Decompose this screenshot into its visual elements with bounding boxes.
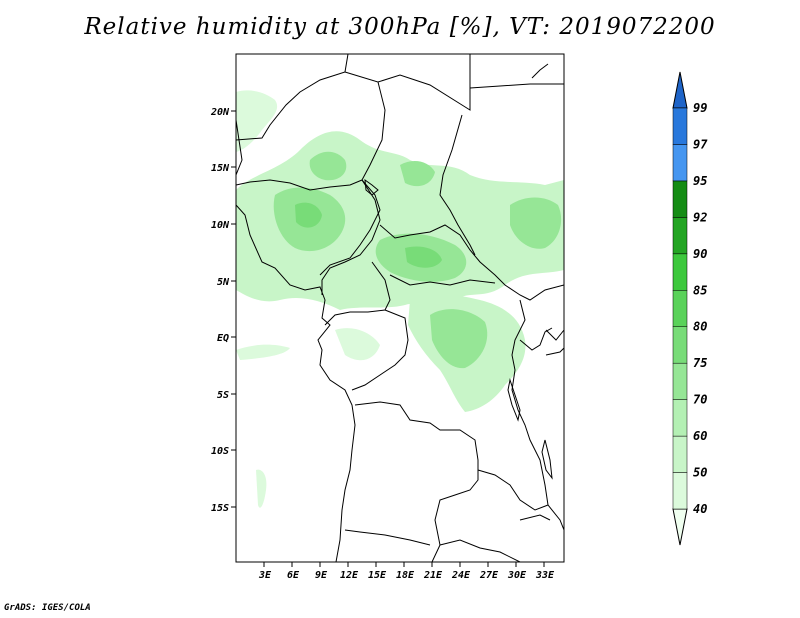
humidity-peak-central: [405, 246, 442, 268]
humidity-region-south: [256, 469, 267, 508]
humidity-region-gabon: [335, 328, 380, 361]
coastline-northeast: [469, 63, 564, 89]
map-title: Relative humidity at 300hPa [%], VT: 201…: [84, 14, 716, 40]
y-tick-label: 20N: [210, 107, 230, 118]
colorbar-segment: [672, 144, 688, 182]
colorbar-label: 80: [693, 320, 707, 334]
axis-ticks: [231, 110, 545, 567]
humidity-core-east: [510, 197, 562, 249]
lake-outline-2: [541, 439, 553, 480]
border-angola-south: [344, 529, 431, 546]
colorbar-label: 92: [693, 210, 707, 224]
colorbar-segment: [672, 326, 688, 364]
y-tick-label: 10S: [211, 446, 229, 457]
x-tick-label: 6E: [287, 570, 300, 581]
border-nigeria-cameroon: [321, 179, 381, 295]
y-tick-label: EQ: [217, 333, 229, 344]
x-tick-label: 33E: [535, 570, 555, 581]
colorbar-label: 90: [693, 247, 707, 261]
colorbar-bottom-arrow: [672, 508, 688, 546]
humidity-peak-west: [295, 202, 322, 228]
border-north-1: [236, 54, 349, 141]
border-east: [519, 327, 564, 356]
humidity-core-north: [309, 151, 347, 181]
lake-outline-1: [507, 378, 521, 422]
y-tick-label: 15S: [211, 503, 229, 514]
border-chad-west: [439, 114, 476, 256]
colorbar-label: 50: [693, 466, 707, 480]
y-tick-label: 5N: [217, 277, 230, 288]
grads-credit: GrADS: IGES/COLA: [4, 603, 91, 613]
humidity-field: [236, 90, 564, 508]
colorbar-segment: [672, 290, 688, 327]
colorbar-label: 99: [693, 101, 707, 115]
border-central-south: [324, 261, 391, 326]
border-south-east: [439, 514, 551, 562]
y-axis-labels: 20N 15N 10N 5N EQ 5S 10S 15S: [210, 107, 230, 514]
border-north-2: [344, 71, 386, 181]
map-frame: [235, 53, 565, 563]
x-tick-label: 9E: [315, 570, 328, 581]
y-tick-label: 5S: [217, 390, 229, 401]
x-axis-labels: 3E 6E 9E 12E 15E 18E 21E 24E 27E 30E 33E: [258, 570, 555, 581]
colorbar-label: 40: [693, 502, 707, 516]
colorbar-segment: [672, 435, 688, 473]
border-zambia: [477, 469, 564, 531]
colorbar-segment: [672, 399, 688, 437]
colorbar-segment: [672, 472, 688, 510]
colorbar-top-arrow: [672, 71, 688, 109]
country-borders: [236, 54, 564, 562]
border-car: [379, 224, 564, 301]
colorbar-segment: [672, 253, 688, 291]
x-tick-label: 27E: [479, 570, 499, 581]
border-angola: [354, 401, 479, 562]
colorbar-segment: [672, 217, 688, 255]
x-tick-label: 15E: [368, 570, 387, 581]
border-congo: [351, 309, 409, 391]
humidity-region-north: [236, 90, 278, 152]
colorbar-label: 97: [693, 137, 708, 151]
y-tick-label: 10N: [211, 220, 230, 231]
y-tick-label: 15N: [211, 163, 230, 174]
humidity-core-congo: [430, 309, 488, 369]
border-car-south: [389, 274, 496, 286]
colorbar-segment: [672, 362, 688, 400]
x-tick-label: 18E: [396, 570, 415, 581]
colorbar-label: 95: [693, 174, 707, 188]
colorbar-label: 70: [693, 393, 707, 407]
border-drc-east: [511, 299, 549, 506]
x-tick-label: 12E: [340, 570, 359, 581]
colorbar-label: 60: [693, 429, 707, 443]
x-tick-label: 3E: [258, 570, 272, 581]
border-north-3: [377, 54, 471, 111]
colorbar-label: 85: [693, 283, 707, 297]
humidity-core-northeast: [400, 160, 435, 187]
lake-chad: [364, 178, 379, 196]
colorbar-segment: [672, 107, 688, 145]
colorbar-label: 75: [693, 356, 707, 370]
x-tick-label: 30E: [507, 570, 527, 581]
x-tick-label: 21E: [423, 570, 443, 581]
colorbar-segment: [672, 180, 688, 218]
colorbar: 40 50 60 70 75 80 85 90 92 95 97 99: [672, 71, 708, 546]
x-tick-label: 24E: [451, 570, 471, 581]
humidity-region-coast: [236, 344, 290, 360]
